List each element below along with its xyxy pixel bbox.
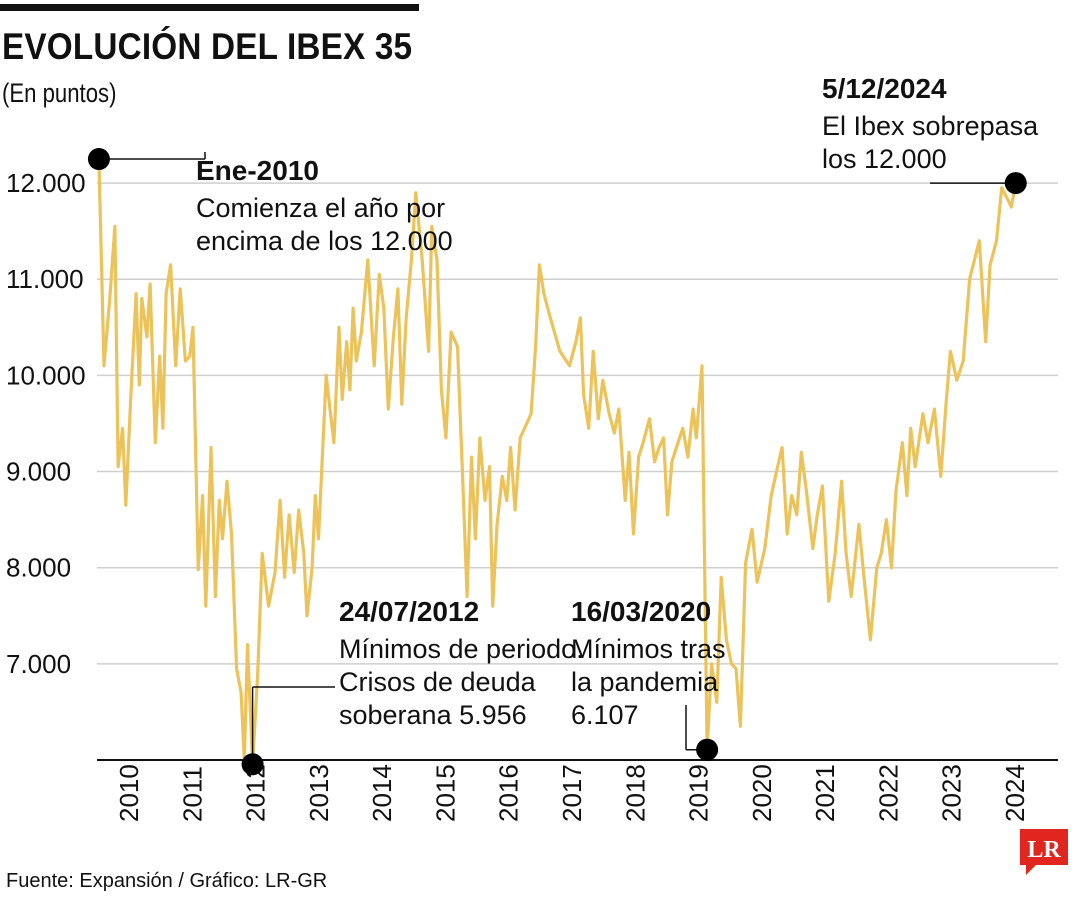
annotation-date: 5/12/2024 <box>822 73 947 104</box>
lr-logo: LR <box>1020 829 1068 875</box>
annotation-date: 24/07/2012 <box>339 596 479 627</box>
y-tick-label: 10.000 <box>6 360 86 390</box>
ibex-line-chart: 7.000 8.000 9.000 10.000 11.000 12.000 2010 201… <box>6 73 1058 822</box>
annotation-text: soberana 5.956 <box>339 700 527 730</box>
annotation-text: los 12.000 <box>822 144 947 174</box>
x-tick-label: 2010 <box>114 764 144 822</box>
ibex-series-line <box>97 157 1018 766</box>
chart-title: EVOLUCIÓN DEL IBEX 35 <box>2 26 413 67</box>
x-tick-label: 2024 <box>1000 764 1030 822</box>
annotation-text: Mínimos de periodo. <box>339 634 584 664</box>
y-tick-label: 8.000 <box>6 553 71 583</box>
y-tick-label: 11.000 <box>6 264 84 294</box>
annotation-text: encima de los 12.000 <box>196 226 453 256</box>
y-tick-label: 12.000 <box>6 168 86 198</box>
x-tick-label: 2020 <box>747 764 777 822</box>
x-tick-label: 2016 <box>494 764 524 822</box>
x-tick-label: 2018 <box>620 764 650 822</box>
logo-text: LR <box>1027 837 1061 863</box>
annotation-text: 6.107 <box>571 700 639 730</box>
annotation-date: 16/03/2020 <box>571 596 711 627</box>
x-tick-label: 2019 <box>684 764 714 822</box>
annotation-marker <box>696 738 719 761</box>
annotation-text: Crisos de deuda <box>339 667 537 697</box>
annotation-text: Comienza el año por <box>196 193 445 223</box>
annotation-text: El Ibex sobrepasa <box>822 111 1039 141</box>
annotation-text: Mínimos tras <box>571 634 726 664</box>
x-tick-label: 2021 <box>810 764 840 822</box>
y-tick-label: 7.000 <box>6 649 71 679</box>
x-tick-label: 2014 <box>367 764 397 822</box>
source-note: Fuente: Expansión / Gráfico: LR-GR <box>6 870 328 892</box>
y-tick-label: 9.000 <box>6 457 71 487</box>
annotation-date: Ene-2010 <box>196 155 319 186</box>
x-tick-label: 2013 <box>304 764 334 822</box>
title-rule <box>0 4 419 11</box>
annotation-text: la pandemia <box>571 667 719 697</box>
x-tick-label: 2017 <box>557 764 587 822</box>
annotation-marker <box>87 148 110 171</box>
annotation-marker <box>241 753 264 776</box>
annotation-marker <box>1004 172 1027 195</box>
chart-subtitle: (En puntos) <box>2 78 117 108</box>
x-tick-label: 2022 <box>873 764 903 822</box>
x-tick-label: 2011 <box>177 766 207 822</box>
x-tick-label: 2023 <box>937 764 967 822</box>
x-tick-label: 2015 <box>430 764 460 822</box>
